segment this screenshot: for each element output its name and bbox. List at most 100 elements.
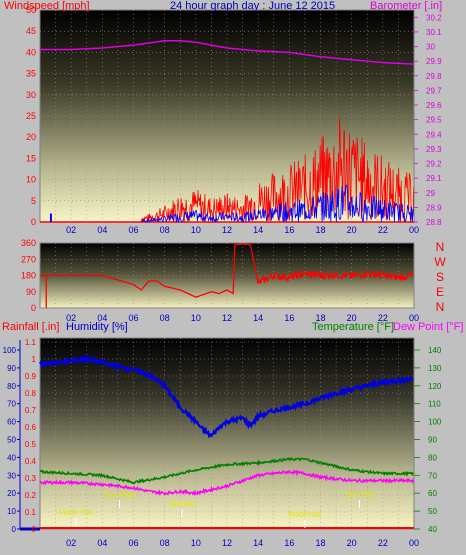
barometer-y-tick-label: 29.8 <box>426 72 442 81</box>
x-tick-label: 02 <box>66 225 76 235</box>
temperature-y-tick-label: 110 <box>428 400 441 409</box>
x-tick-label: 16 <box>284 313 294 323</box>
temperature-y-tick-label: 60 <box>428 489 437 498</box>
rain-y-tick-label: 0.1 <box>25 508 37 517</box>
wind-speed-line <box>141 184 415 224</box>
barometer-y-tick-label: 29.5 <box>426 116 442 125</box>
humidity-y-tick-label: 90 <box>7 364 16 373</box>
direction-y-tick-label: 360 <box>21 238 36 248</box>
temperature-y-tick-label: 130 <box>428 364 442 373</box>
wind-y-tick-label: 35 <box>26 69 36 79</box>
rainfall-axis-title: Rainfall [.in] <box>2 321 59 333</box>
annotation-layer: Sun Rise Sunset Sun Set Moonrise Moon Set <box>59 490 374 528</box>
humidity-y-tick-label: 10 <box>7 507 16 516</box>
x-tick-label: 20 <box>347 313 357 323</box>
rain-y-tick-label: 1 <box>32 355 37 364</box>
x-tick-label: 06 <box>128 225 138 235</box>
barometer-y-tick-label: 30.1 <box>426 28 442 37</box>
x-tick-label: 10 <box>191 225 201 235</box>
barometer-y-tick-label: 29.6 <box>426 101 442 110</box>
barometer-y-tick-label: 30 <box>426 43 435 52</box>
temperature-axis-title: Temperature [°F] <box>312 321 394 333</box>
temperature-y-tick-label: 80 <box>428 453 437 462</box>
humidity-y-tick-label: 100 <box>3 346 17 355</box>
wind-y-tick-label: 5 <box>31 196 36 206</box>
temperature-y-tick-label: 90 <box>428 436 437 445</box>
x-tick-label: 20 <box>347 225 357 235</box>
x-tick-label: 12 <box>222 538 232 548</box>
rain-y-tick-label: 1.1 <box>25 338 37 347</box>
wind-y-tick-label: 40 <box>26 47 36 57</box>
x-tick-label: 12 <box>222 225 232 235</box>
x-tick-label: 22 <box>378 225 388 235</box>
rain-y-tick-label: 0.4 <box>25 457 37 466</box>
barometer-line <box>40 39 415 65</box>
wind-y-tick-label: 0 <box>31 217 36 227</box>
rain-y-tick-label: 0.3 <box>25 474 37 483</box>
compass-label: N <box>436 300 445 314</box>
barometer-y-tick-label: 29.3 <box>426 145 442 154</box>
x-tick-label: 14 <box>253 225 263 235</box>
x-tick-label: 18 <box>315 313 325 323</box>
x-tick-label: 12 <box>222 313 232 323</box>
x-tick-label: 02 <box>66 538 76 548</box>
wind-y-tick-label: 15 <box>26 153 36 163</box>
compass-label: W <box>434 255 446 269</box>
rain-y-tick-label: 0.2 <box>25 491 37 500</box>
x-tick-label: 14 <box>253 538 263 548</box>
x-tick-label: 00 <box>409 225 419 235</box>
rain-y-tick-label: 0.7 <box>25 406 37 415</box>
humidity-line <box>39 353 414 439</box>
wind-direction-line <box>40 243 414 298</box>
temperature-y-tick-label: 100 <box>428 418 442 427</box>
x-tick-label: 06 <box>128 313 138 323</box>
barometer-y-tick-label: 28.8 <box>426 218 442 227</box>
compass-label: S <box>436 270 444 284</box>
temperature-y-tick-label: 50 <box>428 507 437 516</box>
temperature-y-tick-label: 40 <box>428 525 437 534</box>
x-tick-label: 04 <box>97 225 107 235</box>
wind-y-tick-label: 25 <box>26 111 36 121</box>
direction-y-tick-label: 90 <box>26 287 36 297</box>
windspeed-axis-title: Windspeed [mph] <box>4 0 90 12</box>
rain-y-tick-label: 0.9 <box>25 372 37 381</box>
x-tick-label: 00 <box>409 538 419 548</box>
humidity-y-tick-label: 30 <box>7 471 16 480</box>
rain-y-tick-label: 0.6 <box>25 423 37 432</box>
annotation-label: Sun Set <box>345 490 374 499</box>
barometer-y-tick-label: 30.2 <box>426 13 442 22</box>
humidity-y-tick-label: 20 <box>7 489 16 498</box>
wind-y-tick-label: 30 <box>26 90 36 100</box>
humidity-y-tick-label: 80 <box>7 382 16 391</box>
x-tick-label: 08 <box>160 313 170 323</box>
x-tick-label: 22 <box>378 313 388 323</box>
humidity-y-tick-label: 60 <box>7 418 16 427</box>
annotation-label: Moonrise <box>288 510 321 519</box>
x-tick-label: 02 <box>66 313 76 323</box>
barometer-y-tick-label: 29.1 <box>426 174 442 183</box>
x-tick-label: 20 <box>347 538 357 548</box>
x-tick-label: 10 <box>191 313 201 323</box>
direction-y-tick-label: 270 <box>21 254 36 264</box>
barometer-axis-title: Barometer [.in] <box>370 0 442 12</box>
barometer-y-tick-label: 29 <box>426 189 435 198</box>
dewpoint-axis-title: Dew Point [°F] <box>393 321 463 333</box>
wind-y-tick-label: 50 <box>26 5 36 15</box>
humidity-y-tick-label: 0 <box>12 525 17 534</box>
rain-y-tick-label: 0 <box>32 525 37 534</box>
annotation-label: Sun Rise <box>103 490 136 499</box>
wind-y-tick-label: 45 <box>26 26 36 36</box>
barometer-y-tick-label: 29.9 <box>426 57 442 66</box>
compass-label: N <box>436 240 445 254</box>
x-tick-label: 04 <box>97 313 107 323</box>
temperature-line <box>39 457 414 485</box>
x-tick-label: 22 <box>378 538 388 548</box>
x-tick-label: 18 <box>315 538 325 548</box>
humidity-y-tick-label: 40 <box>7 453 16 462</box>
barometer-y-tick-label: 29.7 <box>426 86 442 95</box>
compass-label: E <box>436 285 444 299</box>
x-tick-label: 06 <box>128 538 138 548</box>
